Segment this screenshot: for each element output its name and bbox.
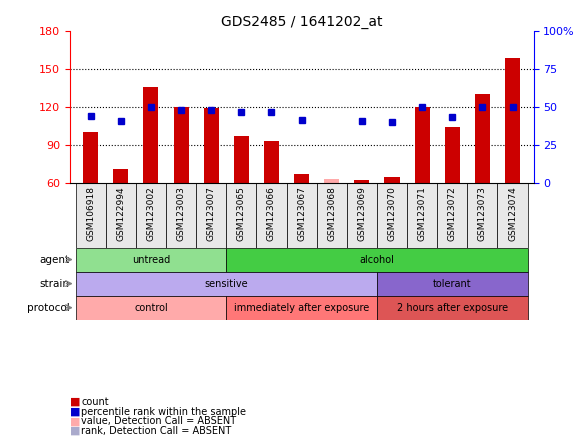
Text: alcohol: alcohol xyxy=(360,254,394,265)
FancyBboxPatch shape xyxy=(377,183,407,248)
Text: GSM123068: GSM123068 xyxy=(327,186,336,241)
Text: ■: ■ xyxy=(70,416,80,426)
Bar xyxy=(324,179,339,183)
Bar xyxy=(83,132,98,183)
Text: GSM123074: GSM123074 xyxy=(508,186,517,241)
Text: GSM123066: GSM123066 xyxy=(267,186,276,241)
Text: GSM123070: GSM123070 xyxy=(387,186,397,241)
Text: GSM123073: GSM123073 xyxy=(478,186,487,241)
Text: untread: untread xyxy=(132,254,170,265)
Text: ■: ■ xyxy=(70,407,80,416)
FancyBboxPatch shape xyxy=(347,183,377,248)
Text: GSM123069: GSM123069 xyxy=(357,186,367,241)
Text: immediately after exposure: immediately after exposure xyxy=(234,303,369,313)
Bar xyxy=(294,174,309,183)
Text: agent: agent xyxy=(39,254,70,265)
FancyBboxPatch shape xyxy=(226,296,377,320)
Text: GSM123003: GSM123003 xyxy=(176,186,186,241)
Text: GSM123072: GSM123072 xyxy=(448,186,456,241)
FancyBboxPatch shape xyxy=(256,183,287,248)
Bar xyxy=(204,108,219,183)
FancyBboxPatch shape xyxy=(136,183,166,248)
Bar xyxy=(143,87,158,183)
FancyBboxPatch shape xyxy=(377,296,528,320)
Text: GSM123071: GSM123071 xyxy=(418,186,427,241)
FancyBboxPatch shape xyxy=(407,183,437,248)
Bar xyxy=(505,58,520,183)
Text: protocol: protocol xyxy=(27,303,70,313)
Bar xyxy=(234,136,249,183)
Bar xyxy=(173,107,188,183)
Text: 2 hours after exposure: 2 hours after exposure xyxy=(397,303,508,313)
FancyBboxPatch shape xyxy=(498,183,528,248)
FancyBboxPatch shape xyxy=(287,183,317,248)
Bar xyxy=(415,107,430,183)
Bar xyxy=(385,177,400,183)
FancyBboxPatch shape xyxy=(226,183,256,248)
FancyBboxPatch shape xyxy=(75,183,106,248)
Bar xyxy=(354,180,369,183)
FancyBboxPatch shape xyxy=(75,248,226,272)
FancyBboxPatch shape xyxy=(317,183,347,248)
Text: strain: strain xyxy=(39,278,70,289)
FancyBboxPatch shape xyxy=(75,296,226,320)
Bar xyxy=(113,169,128,183)
Text: control: control xyxy=(134,303,168,313)
Text: GSM123007: GSM123007 xyxy=(206,186,216,241)
Text: ■: ■ xyxy=(70,426,80,436)
Title: GDS2485 / 1641202_at: GDS2485 / 1641202_at xyxy=(221,15,382,29)
FancyBboxPatch shape xyxy=(75,272,377,296)
Text: GSM106918: GSM106918 xyxy=(86,186,95,241)
Bar xyxy=(445,127,460,183)
FancyBboxPatch shape xyxy=(226,248,528,272)
Text: percentile rank within the sample: percentile rank within the sample xyxy=(81,407,246,416)
Text: tolerant: tolerant xyxy=(433,278,472,289)
Text: sensitive: sensitive xyxy=(205,278,248,289)
Text: rank, Detection Call = ABSENT: rank, Detection Call = ABSENT xyxy=(81,426,231,436)
Text: GSM123067: GSM123067 xyxy=(297,186,306,241)
FancyBboxPatch shape xyxy=(166,183,196,248)
Text: GSM122994: GSM122994 xyxy=(117,186,125,241)
Text: ■: ■ xyxy=(70,397,80,407)
FancyBboxPatch shape xyxy=(377,272,528,296)
Text: GSM123065: GSM123065 xyxy=(237,186,246,241)
FancyBboxPatch shape xyxy=(196,183,226,248)
FancyBboxPatch shape xyxy=(106,183,136,248)
FancyBboxPatch shape xyxy=(467,183,498,248)
FancyBboxPatch shape xyxy=(437,183,467,248)
Text: count: count xyxy=(81,397,109,407)
Bar xyxy=(264,141,279,183)
Text: value, Detection Call = ABSENT: value, Detection Call = ABSENT xyxy=(81,416,236,426)
Bar xyxy=(475,95,490,183)
Text: GSM123002: GSM123002 xyxy=(147,186,155,241)
